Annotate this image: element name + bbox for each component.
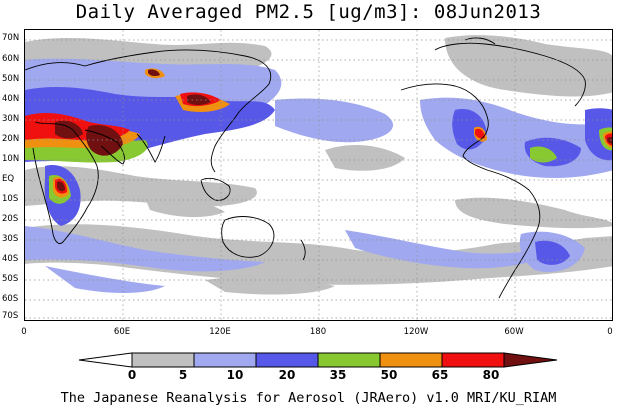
pm-level-5-10 [25,35,612,295]
lat-label: 10N [2,154,20,164]
colorbar [78,352,558,368]
lat-label: 20N [2,134,20,144]
coastlines [25,37,586,299]
lon-label: 0 [21,327,27,337]
pm-level-80-plus [55,69,612,192]
lat-label: 70N [2,33,20,43]
lat-label: 40N [2,94,20,104]
lat-label: 70S [2,311,19,321]
colorbar-label: 5 [178,368,188,382]
lat-label: 50S [2,274,19,284]
lat-label: 30N [2,114,20,124]
colorbar-segment [193,352,257,368]
colorbar-label: 65 [431,368,449,382]
map-title: Daily Averaged PM2.5 [ug/m3]: 08Jun2013 [75,1,542,23]
colorbar-segment [317,352,381,368]
colorbar-label: 0 [127,368,137,382]
colorbar-label: 20 [278,368,296,382]
lon-label: 180 [309,327,327,337]
colorbar-segment [503,352,558,368]
colorbar-segment [441,352,505,368]
map-canvas [25,30,612,320]
lat-label: EQ [2,174,15,184]
lat-label: 10S [2,194,19,204]
lat-label: 30S [2,234,19,244]
colorbar-segment [379,352,443,368]
lat-label: 40S [2,254,19,264]
pm25-map [24,29,613,321]
colorbar-segment [78,352,133,368]
lon-label: 60W [504,327,524,337]
credit-line: The Japanese Reanalysis for Aerosol (JRA… [60,390,557,406]
lon-label: 120E [209,327,231,337]
colorbar-label: 50 [380,368,398,382]
gridlines [25,30,612,320]
lat-label: 50N [2,74,20,84]
lon-label: 0 [607,327,613,337]
colorbar-segment [255,352,319,368]
lon-label: 120W [403,327,429,337]
colorbar-label: 10 [226,368,244,382]
lat-label: 60N [2,54,20,64]
lat-label: 20S [2,214,19,224]
lat-label: 60S [2,294,19,304]
colorbar-segment [131,352,195,368]
colorbar-label: 35 [329,368,347,382]
lon-label: 60E [113,327,131,337]
colorbar-label: 80 [482,368,500,382]
